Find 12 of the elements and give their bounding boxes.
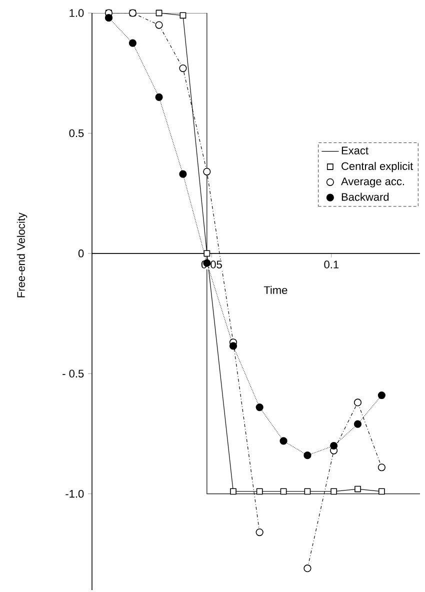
legend-label: Backward — [342, 192, 389, 201]
y-tick-label: 1.0 — [70, 9, 84, 17]
x-tick-label: 0.1 — [324, 260, 339, 268]
legend-label: Average acc. — [341, 178, 404, 188]
y-tick-label: -1.0 — [66, 490, 84, 498]
legend-label: Exact — [342, 146, 368, 154]
legend-label: Central explicit — [342, 162, 414, 172]
y-tick-label: 0.5 — [69, 129, 84, 138]
y-tick-label: 0 — [78, 250, 84, 258]
y-axis-title: Free-end Velocity — [16, 212, 28, 298]
x-axis-title: Time — [264, 286, 288, 294]
y-tick-label: - 0.5 — [62, 370, 84, 378]
